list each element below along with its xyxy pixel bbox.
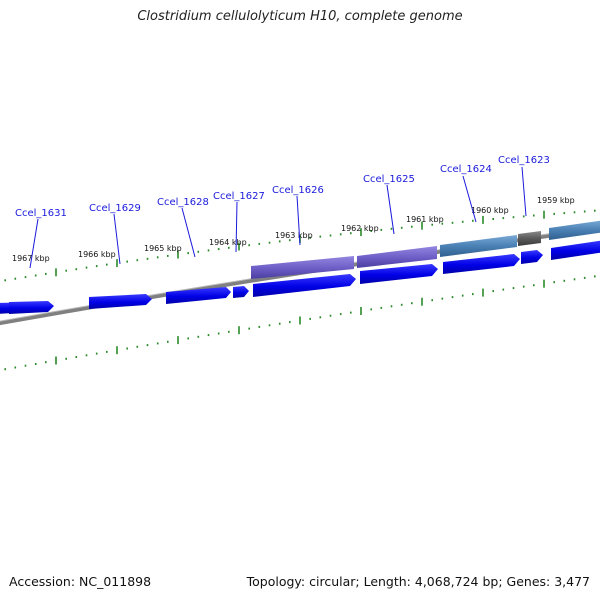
kbp-scale: 1967 kbp 1966 kbp 1965 kbp 1964 kbp 1963… xyxy=(12,196,575,263)
kbp-label: 1959 kbp xyxy=(537,196,575,205)
inner-tick-ring xyxy=(4,275,596,371)
gene-labels: Ccel_1631 Ccel_1629 Ccel_1628 Ccel_1627 … xyxy=(15,155,550,219)
leader-line xyxy=(29,218,39,269)
kbp-label: 1961 kbp xyxy=(406,215,444,224)
leader-line xyxy=(386,184,395,235)
kbp-label: 1967 kbp xyxy=(12,254,50,263)
kbp-label: 1964 kbp xyxy=(209,238,247,247)
gene-label-leaders xyxy=(29,166,527,269)
kbp-label: 1960 kbp xyxy=(471,206,509,215)
cds-block[interactable] xyxy=(251,256,354,279)
gene-label[interactable]: Ccel_1624 xyxy=(440,164,492,175)
gene-arrow[interactable] xyxy=(253,274,356,297)
leader-line xyxy=(235,201,238,253)
gene-arrow[interactable] xyxy=(166,287,231,304)
cds-block[interactable] xyxy=(357,246,437,268)
kbp-label: 1963 kbp xyxy=(275,231,313,240)
gene-arrow[interactable] xyxy=(9,301,54,314)
gene-label[interactable]: Ccel_1629 xyxy=(89,203,141,214)
kbp-label: 1965 kbp xyxy=(144,244,182,253)
cds-block[interactable] xyxy=(440,235,517,257)
leader-line xyxy=(181,207,196,258)
gene-label[interactable]: Ccel_1627 xyxy=(213,191,265,202)
map-title: Clostridium cellulolyticum H10, complete… xyxy=(137,9,463,24)
gene-arrow[interactable] xyxy=(551,240,600,260)
gene-arrow[interactable] xyxy=(360,264,438,284)
leader-line xyxy=(113,213,121,265)
leader-line xyxy=(462,175,477,223)
cds-block[interactable] xyxy=(518,231,541,246)
gene-label[interactable]: Ccel_1631 xyxy=(15,208,67,219)
cds-block[interactable] xyxy=(549,220,600,240)
leader-line xyxy=(296,195,301,246)
gene-arrow[interactable] xyxy=(521,250,543,264)
accession-text: Accession: NC_011898 xyxy=(9,574,152,589)
outer-tick-ring xyxy=(4,209,596,282)
gene-label[interactable]: Ccel_1625 xyxy=(363,174,415,185)
leader-line xyxy=(521,166,527,217)
gene-arrow[interactable] xyxy=(89,294,152,309)
kbp-label: 1966 kbp xyxy=(78,250,116,259)
topology-text: Topology: circular; Length: 4,068,724 bp… xyxy=(246,574,590,589)
gene-arrow[interactable] xyxy=(443,254,520,274)
gene-label[interactable]: Ccel_1623 xyxy=(498,155,550,166)
gene-label[interactable]: Ccel_1626 xyxy=(272,185,324,196)
kbp-label: 1962 kbp xyxy=(341,224,379,233)
gene-arrow[interactable] xyxy=(233,286,249,298)
forward-gene-track xyxy=(0,240,600,314)
gene-label[interactable]: Ccel_1628 xyxy=(157,197,209,208)
cds-track xyxy=(251,220,600,279)
